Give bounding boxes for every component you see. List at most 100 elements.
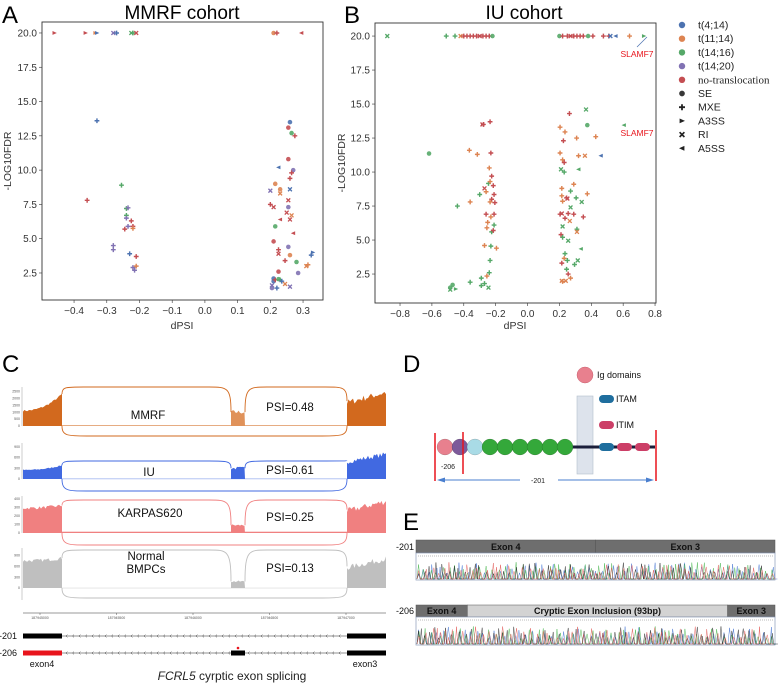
legend-itam: ITAM	[616, 394, 637, 404]
coverage-exon3	[347, 392, 386, 426]
data-point	[568, 275, 573, 281]
data-point	[571, 211, 577, 217]
legend-label: SE	[698, 88, 712, 100]
right-triangle-icon	[679, 118, 685, 124]
data-point	[130, 226, 136, 231]
legend-label: t(11;14)	[698, 33, 733, 45]
data-point	[443, 33, 449, 39]
data-point	[487, 179, 493, 184]
exon-segment-label: Exon 3	[670, 542, 700, 552]
y-tick-label: 10.0	[351, 168, 371, 179]
junction-arc-inclusion-2	[244, 499, 348, 526]
strand-arrow-icon	[241, 634, 244, 638]
strand-arrow-icon	[65, 634, 68, 638]
data-point	[571, 181, 577, 187]
y-tick-label: 5.0	[356, 236, 370, 247]
psi-value: PSI=0.13	[266, 563, 314, 575]
transcript-models: -201 -206 exon4 exon3 FCRL5 cyrptic exon…	[0, 612, 386, 683]
x-tick-label: −0.1	[162, 306, 182, 317]
legend-color-icon	[678, 76, 686, 84]
junction-arc-inclusion-1	[61, 386, 232, 413]
data-point	[267, 188, 273, 194]
strand-arrow-icon	[72, 634, 75, 638]
strand-arrow-icon	[150, 651, 153, 655]
data-point	[122, 226, 128, 232]
ig-domain-legend-icon	[576, 366, 594, 384]
exon-segment-label: Exon 3	[737, 606, 767, 616]
data-point	[484, 273, 490, 279]
genomic-tick-label: 187946000	[184, 616, 202, 620]
data-point	[574, 226, 580, 232]
y-tick-label: 400	[14, 497, 20, 501]
data-point	[560, 157, 565, 163]
ig-domain	[436, 438, 454, 456]
exon4-label: exon4	[30, 659, 55, 669]
isoform-label: -206	[396, 606, 414, 616]
data-point	[110, 247, 116, 253]
coverage-exon3	[347, 452, 386, 479]
legend-label: MXE	[698, 102, 721, 114]
x-tick-label: −0.3	[97, 306, 117, 317]
plot-area	[41, 21, 324, 301]
strand-arrow-icon	[254, 634, 257, 638]
strand-arrow-icon	[332, 651, 335, 655]
data-point	[627, 33, 632, 39]
strand-arrow-icon	[286, 634, 289, 638]
strand-arrow-icon	[306, 651, 309, 655]
strand-arrow-icon	[176, 651, 179, 655]
x-tick-label: 0.8	[648, 309, 662, 320]
data-point	[482, 281, 487, 286]
genomic-tick-label: 187945500	[108, 616, 126, 620]
data-point	[483, 211, 489, 217]
strand-arrow-icon	[189, 634, 192, 638]
data-point	[564, 258, 570, 263]
x-axis-label: dPSI	[504, 320, 527, 332]
data-point	[490, 33, 495, 39]
strand-arrow-icon	[124, 651, 127, 655]
chart-title: IU cohort	[485, 3, 563, 24]
data-point	[492, 200, 498, 206]
data-point	[271, 30, 276, 36]
data-point	[458, 33, 463, 39]
data-point	[277, 191, 283, 196]
data-point	[598, 153, 603, 158]
data-point	[282, 281, 288, 287]
data-point	[575, 258, 581, 263]
strand-arrow-icon	[221, 651, 224, 655]
data-point	[613, 34, 618, 38]
data-point	[123, 215, 129, 221]
data-point	[487, 199, 493, 205]
data-point	[576, 153, 581, 159]
plus-icon	[679, 104, 685, 111]
strand-arrow-icon	[182, 634, 185, 638]
track-label: IU	[143, 467, 155, 479]
y-tick-label: 600	[14, 456, 20, 460]
track-label: KARPAS620	[118, 508, 183, 520]
exon3-block	[347, 633, 386, 639]
y-tick-label: 0	[18, 424, 20, 428]
strand-arrow-icon	[338, 651, 341, 655]
strand-arrow-icon	[169, 634, 172, 638]
genomic-tick-label: 187947000	[337, 616, 355, 620]
data-point	[568, 188, 573, 194]
y-tick-label: 12.5	[18, 131, 38, 142]
junction-arc-skipping	[61, 478, 348, 492]
data-point	[559, 185, 565, 191]
x-tick-label: −0.6	[422, 309, 442, 320]
exon3-block	[347, 650, 386, 656]
y-tick-label: 2500	[12, 389, 20, 393]
strand-arrow-icon	[98, 651, 101, 655]
strand-arrow-icon	[85, 634, 88, 638]
data-point	[559, 193, 565, 199]
strand-arrow-icon	[299, 634, 302, 638]
y-tick-label: 900	[14, 553, 20, 557]
data-point	[133, 263, 139, 269]
data-point	[580, 33, 586, 39]
panel-letter-d: D	[403, 351, 420, 378]
junction-arc-inclusion-2	[244, 549, 348, 582]
data-point	[558, 166, 564, 172]
strand-arrow-icon	[156, 651, 159, 655]
data-point	[564, 196, 570, 201]
protein-diagram: Ig domains ITAM ITIM -206 -201	[434, 366, 657, 485]
